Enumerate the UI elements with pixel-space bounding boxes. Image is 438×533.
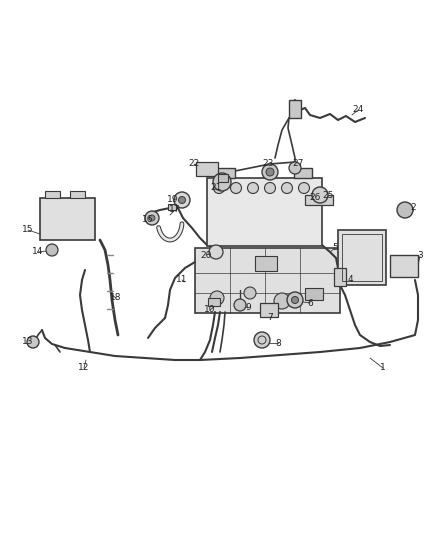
Circle shape [289,162,301,174]
Bar [45,191,60,198]
Text: 12: 12 [78,364,90,373]
Circle shape [209,245,223,259]
Circle shape [262,164,278,180]
Bar [305,288,323,300]
Text: 24: 24 [353,106,364,115]
Text: 5: 5 [332,244,338,253]
Bar [289,100,301,118]
Circle shape [299,182,310,193]
Circle shape [213,173,231,191]
Text: 2: 2 [410,204,416,213]
Circle shape [27,336,39,348]
Bar [218,174,228,182]
Text: 22: 22 [188,159,200,168]
Circle shape [287,292,303,308]
Bar [208,298,220,306]
Text: 17: 17 [169,206,181,214]
Text: 20: 20 [200,251,212,260]
Text: 9: 9 [245,303,251,312]
Circle shape [213,182,225,193]
Bar [338,230,386,285]
Text: 18: 18 [110,294,122,303]
Text: 7: 7 [267,313,273,322]
Text: 1: 1 [380,364,386,373]
Circle shape [179,197,186,204]
Circle shape [266,168,274,176]
Circle shape [247,182,258,193]
Text: 6: 6 [307,298,313,308]
Text: 10: 10 [204,305,216,314]
Circle shape [312,187,328,203]
Bar [195,248,340,313]
Text: 21: 21 [210,183,222,192]
Circle shape [174,192,190,208]
Circle shape [149,215,155,221]
Circle shape [397,202,413,218]
Bar [40,198,95,240]
Text: 15: 15 [22,225,34,235]
Circle shape [230,182,241,193]
Text: 14: 14 [32,247,44,256]
Text: 25: 25 [322,191,334,200]
Text: 13: 13 [22,337,34,346]
Circle shape [145,211,159,225]
Bar [342,234,382,281]
Circle shape [292,296,299,303]
Text: 8: 8 [275,338,281,348]
Circle shape [282,182,293,193]
Circle shape [210,291,224,305]
Text: 16: 16 [142,215,154,224]
Bar [217,168,235,178]
Bar [196,162,218,176]
Bar [70,191,85,198]
Bar [390,255,418,277]
Circle shape [46,244,58,256]
Text: 19: 19 [167,196,179,205]
Circle shape [274,293,290,309]
Circle shape [244,287,256,299]
Text: 11: 11 [176,276,188,285]
Bar [168,204,176,210]
Text: 23: 23 [262,158,274,167]
Bar [294,168,312,178]
Bar [255,256,277,271]
Text: 3: 3 [417,252,423,261]
Circle shape [254,332,270,348]
Text: 27: 27 [292,159,304,168]
Text: 4: 4 [347,276,353,285]
Bar [305,195,333,205]
Bar [260,303,278,317]
Text: 26: 26 [309,193,321,203]
Circle shape [234,299,246,311]
Circle shape [265,182,276,193]
Bar [334,268,346,286]
Bar [207,178,322,246]
